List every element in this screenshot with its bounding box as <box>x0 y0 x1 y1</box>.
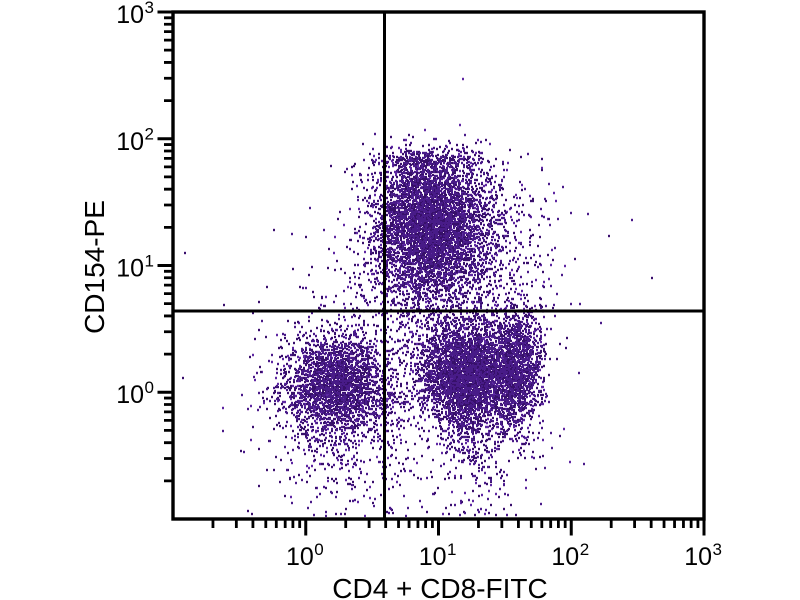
svg-text:10: 10 <box>116 255 144 283</box>
svg-text:1: 1 <box>447 540 456 559</box>
svg-text:0: 0 <box>145 378 154 397</box>
svg-text:CD4 + CD8-FITC: CD4 + CD8-FITC <box>332 573 547 600</box>
svg-text:10: 10 <box>116 381 144 409</box>
svg-text:3: 3 <box>713 540 722 559</box>
svg-text:10: 10 <box>286 543 314 571</box>
svg-text:10: 10 <box>551 543 579 571</box>
svg-text:2: 2 <box>145 125 154 144</box>
svg-text:10: 10 <box>684 543 712 571</box>
svg-text:2: 2 <box>580 540 589 559</box>
svg-text:CD154-PE: CD154-PE <box>79 200 110 334</box>
svg-text:10: 10 <box>419 543 447 571</box>
svg-text:0: 0 <box>314 540 323 559</box>
svg-text:3: 3 <box>145 0 154 17</box>
svg-text:10: 10 <box>116 1 144 29</box>
svg-text:10: 10 <box>116 128 144 156</box>
svg-text:1: 1 <box>145 251 154 270</box>
